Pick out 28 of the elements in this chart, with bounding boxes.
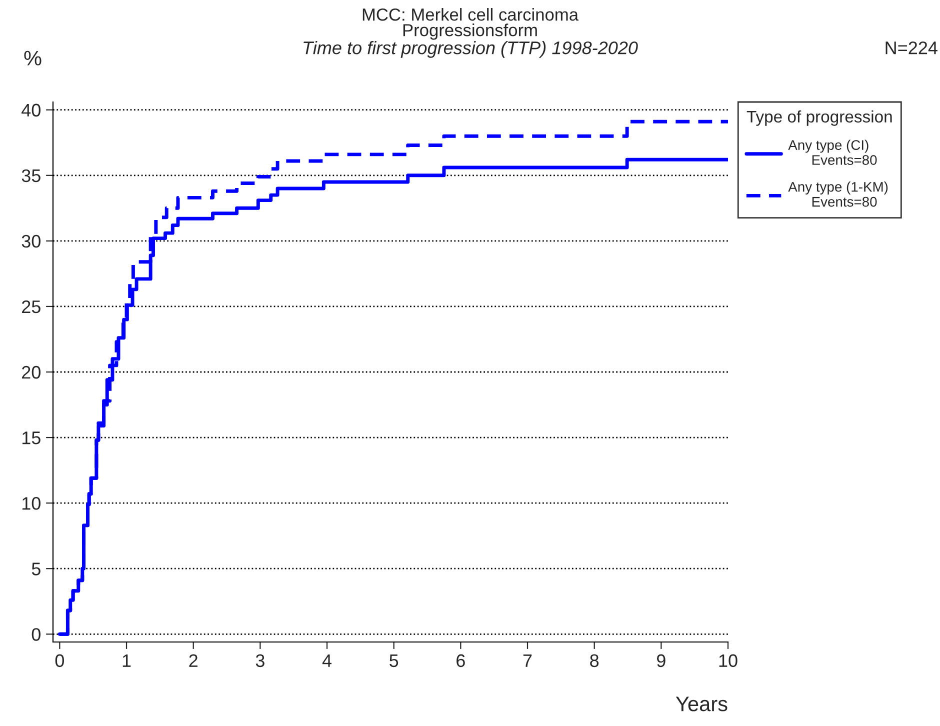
text: N=224 [886,41,938,54]
y-tick-label: 20 [22,366,40,379]
x-tick-label: 4 [322,654,332,667]
y-tick-label: 10 [22,497,40,510]
y-tick-label: 25 [22,300,40,314]
y-axis-title: % [24,50,42,66]
x-tick-label: 6 [456,654,465,668]
legend-label: Any type (1-KM) Events=80 [788,182,888,207]
x-tick-label: 2 [189,654,198,667]
x-axis-title: Years [676,696,728,712]
chart-title: MCC: Merkel cell carcinoma Progressionsform [362,8,579,40]
x-tick-label: 0 [55,654,64,668]
y-tick-label: 40 [22,104,40,117]
x-tick-label: 1 [122,654,131,667]
legend-label: Any type (CI) Events=80 [788,140,877,165]
x-tick-label: 9 [656,654,666,668]
y-tick-label: 30 [22,234,40,248]
x-tick-label: 8 [590,654,599,668]
chart-subtitle: Time to first progression (TTP) 1998-2020 [304,41,638,58]
y-tick-label: 15 [22,432,40,444]
y-tick-label: 5 [32,562,40,576]
legend-title: Type of progression [746,110,892,126]
x-tick-label: 3 [256,654,264,668]
x-tick-label: 5 [390,654,398,668]
y-tick-label: 0 [32,628,40,641]
x-tick-label: 7 [523,654,532,667]
y-tick-label: 35 [22,169,40,182]
x-tick-label: 10 [719,654,738,668]
